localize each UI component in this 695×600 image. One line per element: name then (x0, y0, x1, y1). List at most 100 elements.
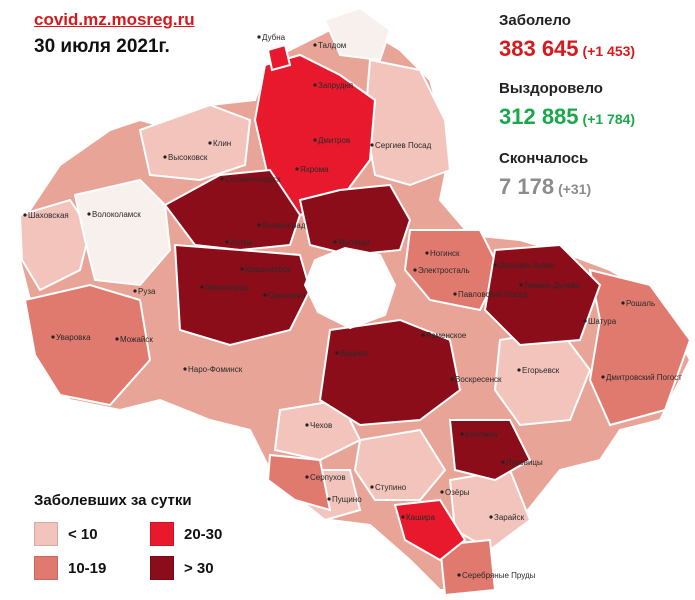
city-label: Уваровка (56, 333, 91, 342)
city-dot (313, 83, 317, 87)
stat-value: 383 645 (499, 36, 579, 61)
city-dot (327, 497, 331, 501)
district-mytishchi (298, 183, 412, 257)
city-dot (519, 283, 523, 287)
district-serebryanye-prudy (438, 538, 497, 597)
city-label: Волоколамск (92, 210, 141, 219)
city-dot (440, 490, 444, 494)
city-label: Руза (138, 287, 156, 296)
city-dot (457, 573, 461, 577)
district-orekhovo-zuevo (483, 243, 602, 347)
city-label: Клин (213, 139, 231, 148)
city-label: Одинцово (268, 291, 306, 300)
legend-swatch (150, 522, 174, 546)
district-klin (138, 103, 252, 182)
city-label: Видное (340, 349, 368, 358)
district-ramenskoe (318, 318, 462, 427)
district-shakhovskaya (18, 198, 92, 292)
stat-row: 7 178 (+31) (499, 174, 591, 200)
city-label: Озёры (445, 488, 470, 497)
district-dubna (266, 43, 292, 72)
district-volokolamsk (73, 178, 172, 287)
district-kashira (393, 498, 467, 562)
city-label: Воскресенск (455, 375, 502, 384)
city-dot (601, 375, 605, 379)
report-date: 30 июля 2021г. (34, 36, 170, 57)
stat-row: 312 885 (+1 784) (499, 104, 635, 130)
city-label: Дмитровский Погост (606, 373, 682, 382)
legend-label: < 10 (68, 525, 98, 543)
city-label: Сергиев Посад (375, 141, 432, 150)
city-label: Серпухов (310, 473, 346, 482)
city-dot (257, 223, 261, 227)
city-dot (517, 368, 521, 372)
city-label: Высоковск (168, 153, 208, 162)
city-label: Чехов (310, 421, 332, 430)
city-dot (501, 460, 505, 464)
city-label: Ликино-Дулёво (524, 281, 581, 290)
city-dot (51, 335, 55, 339)
city-dot (87, 212, 91, 216)
city-dot (401, 515, 405, 519)
city-dot (200, 285, 204, 289)
district-taldom (323, 6, 392, 62)
district-istra-krasnogorsk (173, 243, 312, 347)
legend-swatch (34, 556, 58, 580)
source-link[interactable]: covid.mz.mosreg.ru (34, 10, 195, 29)
city-label: Ступино (375, 483, 407, 492)
legend-label: 20-30 (184, 525, 223, 543)
city-label: Наро-Фоминск (188, 365, 243, 374)
city-label: Талдом (318, 41, 346, 50)
district-mozhaysk (23, 283, 152, 407)
city-dot (489, 515, 493, 519)
city-dot (413, 268, 417, 272)
city-dot (425, 251, 429, 255)
city-dot (240, 267, 244, 271)
stat-label: Скончалось (499, 150, 589, 167)
city-dot (305, 423, 309, 427)
city-dot (208, 141, 212, 145)
city-dot (295, 167, 299, 171)
city-label: Красногорск (245, 265, 291, 274)
district-stupino (353, 428, 447, 501)
legend-swatch (34, 522, 58, 546)
legend-swatch (150, 556, 174, 580)
moscow-city (303, 246, 397, 330)
city-label: Можайск (120, 335, 153, 344)
stat-label: Выздоровело (499, 80, 603, 97)
city-dot (305, 475, 309, 479)
city-dot (23, 213, 27, 217)
legend-item: 10-19 (34, 556, 106, 580)
city-label: Запрудня (318, 81, 353, 90)
city-dot (335, 351, 339, 355)
city-label: Электросталь (418, 266, 470, 275)
city-label: Зеленоград (262, 221, 306, 230)
city-label: Шатура (588, 317, 617, 326)
city-dot (583, 319, 587, 323)
city-label: Истра (230, 238, 253, 247)
city-labels: Талдом Дубна Запрудня Дмитров Яхрома Сергиев … (23, 33, 682, 580)
city-dot (220, 177, 224, 181)
city-label: Серебряные Пруды (462, 571, 536, 580)
city-label: Мытищи (338, 238, 370, 247)
city-label: Дубна (262, 33, 286, 42)
city-dot (421, 333, 425, 337)
city-dot (115, 337, 119, 341)
district-noginsk (403, 229, 502, 312)
legend-label: > 30 (184, 559, 214, 577)
city-dot (225, 240, 229, 244)
city-label: Павловский Посад (458, 290, 528, 299)
stat-delta: (+1 453) (582, 43, 636, 59)
city-dot (460, 432, 464, 436)
city-dot (370, 143, 374, 147)
district-solnechnogorsk (163, 168, 302, 252)
district-kolomna (448, 419, 532, 482)
stat-delta: (+1 784) (582, 111, 636, 127)
city-label: Шаховская (28, 211, 69, 220)
city-label: Коломна (465, 430, 498, 439)
city-dot (263, 293, 267, 297)
city-label: Раменское (426, 331, 467, 340)
stat-label: Заболело (499, 12, 571, 29)
city-dot (313, 43, 317, 47)
